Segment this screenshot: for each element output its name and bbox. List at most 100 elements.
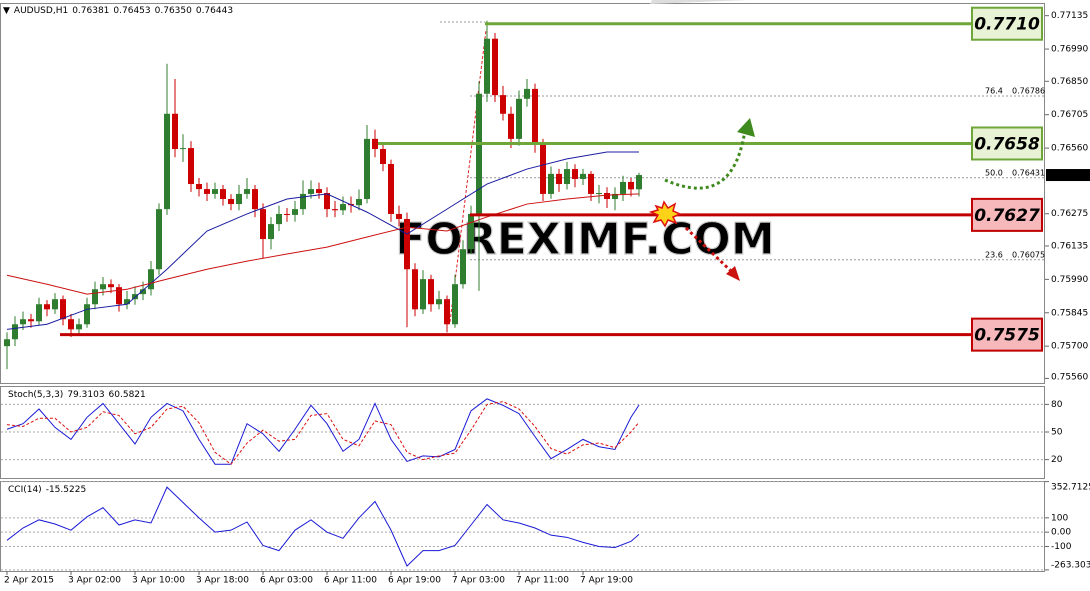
candle-body: [572, 169, 578, 179]
candle-body: [596, 193, 602, 194]
bid-label: 0.76443: [1049, 171, 1086, 181]
candle-body: [92, 289, 98, 305]
candle-body: [612, 193, 618, 199]
price-panel: [0, 3, 1045, 384]
candle-body: [284, 213, 290, 215]
price-header: ▼ AUDUSD,H1 0.76381 0.76453 0.76350 0.76443: [3, 6, 241, 16]
x-tick-label: 6 Apr 19:00: [388, 576, 441, 586]
y-tick-label: -263.3037: [1051, 561, 1090, 571]
candle-body: [412, 269, 418, 310]
ohlc-value: 0.76453: [113, 6, 151, 16]
candle-body: [372, 138, 378, 150]
candle-body: [524, 88, 530, 99]
candle-body: [188, 148, 194, 185]
cci-value: -15.5225: [45, 485, 87, 495]
candle-body: [108, 284, 114, 288]
fib-level: 76.4: [985, 87, 1003, 96]
moving-average: [6, 151, 639, 330]
y-tick-label: -100: [1051, 542, 1072, 552]
stoch-title: Stoch(5,3,3): [8, 390, 64, 400]
candle-body: [12, 324, 18, 340]
moving-average: [6, 193, 640, 295]
candle-body: [4, 339, 10, 347]
candle-body: [36, 304, 42, 322]
y-tick-label: 0.00: [1051, 528, 1071, 538]
cci-header: CCI(14) -15.5225: [8, 485, 90, 495]
y-tick-label: 80: [1051, 400, 1063, 410]
level-label: 0.7710: [974, 15, 1040, 35]
up-arrow-head: [737, 118, 755, 137]
indicator-line: [6, 398, 640, 465]
candle-body: [540, 143, 546, 194]
candle-body: [60, 299, 66, 320]
candle-body: [68, 319, 74, 330]
candle-body: [308, 189, 314, 194]
candle-body: [252, 189, 258, 210]
candle-body: [276, 213, 282, 225]
y-tick-label: 0.75845: [1051, 308, 1088, 318]
level-box: [971, 6, 1043, 41]
level-box: [971, 197, 1043, 232]
candle-body: [236, 193, 242, 205]
candle-body: [212, 189, 218, 194]
y-tick-label: 0.75990: [1051, 275, 1088, 285]
candle-body: [420, 279, 426, 310]
candle-body: [20, 319, 26, 325]
candle-body: [28, 319, 34, 322]
candle-body: [444, 299, 450, 325]
scroll-marker: [650, 0, 748, 4]
stoch-signal: 60.5821: [108, 390, 146, 400]
candle-body: [76, 324, 82, 330]
bid-box: [1046, 169, 1090, 182]
ohlc-value: 0.76350: [154, 6, 192, 16]
y-tick-label: 0.77135: [1051, 11, 1088, 21]
candle-body: [428, 279, 434, 305]
candle-body: [332, 209, 338, 211]
candle-body: [436, 299, 442, 305]
candle-body: [116, 287, 122, 305]
down-arrow-head: [726, 266, 740, 281]
candle-body: [180, 148, 186, 150]
candle-body: [156, 209, 162, 270]
candle-body: [636, 175, 642, 190]
candle-body: [588, 173, 594, 194]
y-tick-label: 0.76560: [1051, 144, 1088, 154]
candle-body: [548, 173, 554, 194]
candle-body: [516, 98, 522, 139]
fib-price: 0.76431: [1012, 168, 1045, 177]
candle-body: [580, 173, 586, 179]
candle-body: [340, 204, 346, 211]
candle-body: [44, 304, 50, 310]
x-tick-label: 2 Apr 2015: [4, 576, 54, 586]
candle-body: [268, 224, 274, 240]
ohlc: 0.76381 0.76453 0.76350 0.76443: [72, 6, 237, 16]
stoch-main: 79.3103: [67, 390, 105, 400]
y-tick-label: 0.76705: [1051, 110, 1088, 120]
y-tick-label: 20: [1051, 455, 1063, 465]
candle-body: [532, 88, 538, 144]
y-tick-label: 0.76990: [1051, 45, 1088, 55]
menu-triangle: ▼: [3, 6, 10, 16]
y-tick-label: 352.7125: [1051, 483, 1090, 493]
y-tick-label: 0.75560: [1051, 373, 1088, 383]
indicator-line: [6, 401, 640, 465]
candle-body: [476, 93, 482, 214]
y-tick-label: 0.76850: [1051, 77, 1088, 87]
y-tick-label: 100: [1051, 513, 1068, 523]
y-tick-label: 0.76275: [1051, 209, 1088, 219]
candle-body: [324, 193, 330, 210]
candle-body: [204, 189, 210, 194]
cci-title: CCI(14): [8, 485, 42, 495]
trend-line: [449, 29, 487, 323]
cci-panel: [0, 481, 1045, 572]
candle-body: [628, 181, 634, 190]
candle-body: [508, 113, 514, 139]
candle-body: [100, 284, 106, 290]
candle-body: [196, 184, 202, 190]
indicator-line: [6, 486, 640, 567]
level-label: 0.7575: [974, 326, 1040, 346]
level-label: 0.7658: [974, 134, 1040, 154]
up-arrow: [664, 129, 747, 190]
